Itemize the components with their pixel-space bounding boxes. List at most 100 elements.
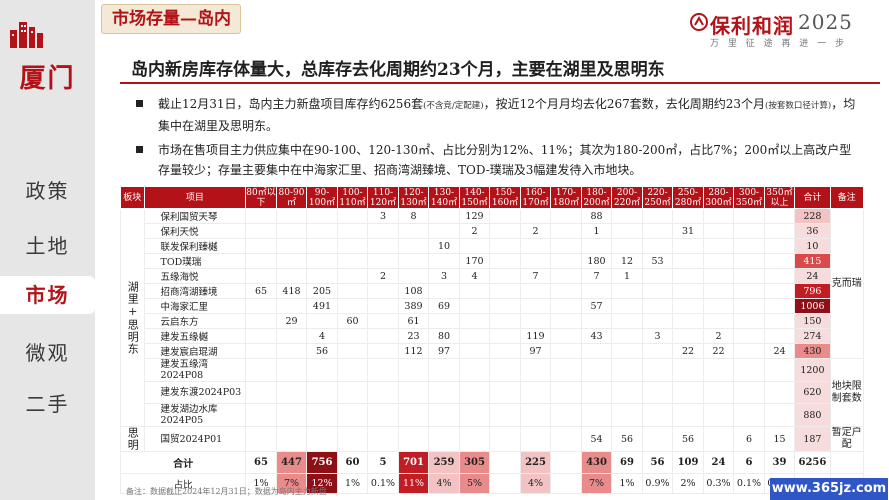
percent-cell (489, 473, 521, 494)
table-cell (428, 426, 460, 452)
percent-cell: 4% (519, 473, 552, 494)
percent-label: 占比 (119, 473, 247, 494)
table-cell (306, 253, 338, 269)
page-headline: 岛内新房库存体量大，总库存去化周期约23个月，主要在湖里及思明东 (131, 60, 665, 80)
poly-logo-icon (690, 13, 708, 31)
table-cell (245, 328, 277, 344)
table-cell (763, 313, 796, 329)
table-cell: 31 (672, 223, 704, 239)
table-row: 建发五缘湾2024P08 1200 地块限制套数 (121, 358, 865, 427)
sidebar: 厦门 政策 土地 市场 微观 二手 (0, 0, 95, 500)
table-cell (611, 313, 643, 329)
bullet-1-text-c: ，均集中在湖里及思明东。 (158, 97, 856, 133)
table-cell (245, 403, 277, 427)
table-cell (550, 343, 582, 359)
table-cell (458, 358, 491, 382)
table-cell (641, 381, 674, 404)
nav-policy[interactable]: 政策 (25, 179, 70, 203)
table-cell (763, 358, 796, 382)
table-cell (397, 238, 430, 254)
table-cell (306, 426, 338, 452)
table-cell (519, 426, 552, 452)
table-cell (275, 268, 308, 284)
table-cell (245, 358, 277, 382)
table-cell (245, 268, 277, 284)
column-header: 350㎡以上 (763, 186, 796, 209)
total-cell: 39 (763, 451, 796, 474)
table-cell (672, 268, 704, 284)
table-cell (702, 208, 735, 224)
table-cell: 43 (580, 328, 613, 344)
table-row: 建发宸启琨湖 56 112 97 97 22 22 24 430 (121, 343, 864, 359)
nav-land[interactable]: 土地 (25, 234, 70, 258)
table-cell (336, 268, 369, 284)
table-cell (428, 208, 460, 224)
brand-slogan: 万 里 征 途 再 进 一 步 (710, 39, 848, 49)
column-header: 170-180㎡ (550, 186, 582, 209)
table-cell (489, 268, 521, 284)
table-cell: 2 (367, 268, 399, 284)
table-cell (397, 403, 430, 427)
table-cell (367, 403, 399, 427)
total-label: 合计 (119, 451, 247, 474)
table-cell: 10 (428, 238, 460, 254)
nav-market[interactable]: 市场 (0, 276, 95, 314)
table-cell (641, 223, 674, 239)
table-cell (275, 343, 308, 359)
table-cell (489, 253, 521, 269)
table-cell: 119 (519, 328, 552, 344)
column-header: 280-300㎡ (702, 186, 735, 209)
column-header: 备注 (829, 186, 865, 209)
note-cell: 地块限制套数 (829, 358, 865, 427)
table-cell (580, 381, 613, 404)
table-cell (428, 358, 460, 382)
table-cell (489, 283, 521, 299)
total-cell: 5 (367, 451, 399, 474)
table-cell (489, 298, 521, 314)
table-cell (672, 313, 704, 329)
table-cell (702, 268, 735, 284)
table-cell (458, 381, 491, 404)
table-row: TOD璞瑞 170 180 12 53 415 (121, 253, 864, 269)
table-cell (275, 253, 308, 269)
table-cell (641, 313, 674, 329)
table-cell: 3 (641, 328, 674, 344)
table-cell (397, 253, 430, 269)
table-cell (641, 403, 674, 427)
table-row: 建发湖边水库2024P05 880 (121, 403, 864, 427)
table-cell (275, 426, 308, 452)
table-cell: 97 (519, 343, 552, 359)
table-cell: 12 (611, 253, 643, 269)
percent-cell: 0.1% (367, 473, 399, 494)
table-cell: 3 (367, 208, 399, 224)
nav-micro[interactable]: 微观 (25, 341, 70, 365)
table-cell: 1 (611, 268, 643, 284)
table-cell: 22 (702, 343, 735, 359)
nav-secondhand[interactable]: 二手 (25, 392, 70, 416)
table-cell (245, 208, 277, 224)
table-cell: 53 (641, 253, 674, 269)
total-cell: 6 (733, 451, 765, 474)
table-cell: 57 (580, 298, 613, 314)
table-cell (336, 381, 369, 404)
table-cell (641, 343, 674, 359)
table-cell (458, 238, 491, 254)
site-watermark: www.365jz.com (770, 478, 888, 500)
table-cell (489, 313, 521, 329)
row-total-cell: 796 (794, 283, 831, 299)
table-cell: 4 (306, 328, 338, 344)
total-cell: 701 (397, 451, 430, 474)
table-cell (641, 358, 674, 382)
table-cell (611, 238, 643, 254)
table-cell (428, 283, 460, 299)
column-header: 80㎡以下 (245, 186, 277, 209)
column-header: 150-160㎡ (489, 186, 521, 209)
table-cell (611, 343, 643, 359)
table-cell (306, 268, 338, 284)
table-cell (428, 381, 460, 404)
table-cell (519, 403, 552, 427)
column-header: 合计 (794, 186, 831, 209)
table-cell (367, 253, 399, 269)
table-cell (611, 328, 643, 344)
table-cell (763, 381, 796, 404)
